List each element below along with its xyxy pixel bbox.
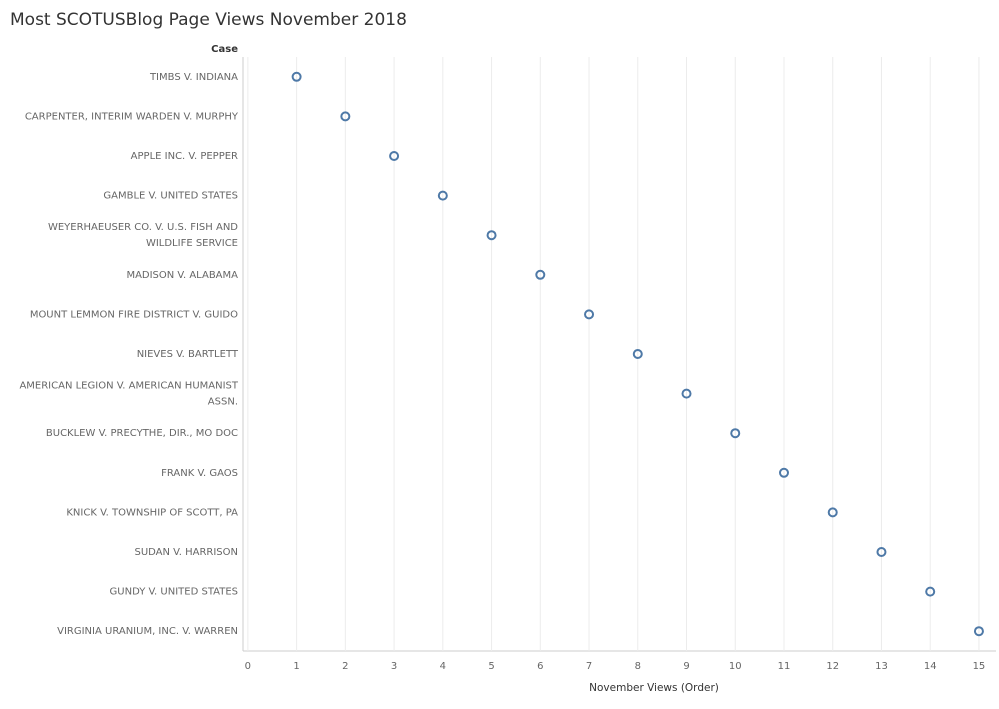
category-header: Case xyxy=(211,44,238,55)
category-label: WEYERHAEUSER CO. V. U.S. FISH AND WILDLIF… xyxy=(48,222,238,249)
dot xyxy=(973,626,984,637)
x-tick-label: 3 xyxy=(391,661,397,672)
category-label: KNICK V. TOWNSHIP OF SCOTT, PA xyxy=(66,507,238,518)
category-label: APPLE INC. V. PEPPER xyxy=(131,151,238,162)
dot xyxy=(437,190,448,201)
dot xyxy=(486,230,497,241)
dot xyxy=(827,507,838,518)
dot xyxy=(340,111,351,122)
category-label: TIMBS V. INDIANA xyxy=(149,72,238,83)
x-axis-label: November Views (Order) xyxy=(589,682,719,694)
x-tick-label: 14 xyxy=(924,661,937,672)
x-tick-label: 4 xyxy=(440,661,446,672)
category-label: GUNDY V. UNITED STATES xyxy=(110,587,238,598)
x-tick-label: 9 xyxy=(683,661,689,672)
category-label: SUDAN V. HARRISON xyxy=(134,547,238,558)
x-tick-label: 13 xyxy=(875,661,888,672)
dot xyxy=(632,349,643,359)
x-tick-label: 1 xyxy=(293,661,299,672)
chart-title: Most SCOTUSBlog Page Views November 2018 xyxy=(10,10,407,30)
category-label: NIEVES V. BARTLETT xyxy=(137,349,239,360)
dot xyxy=(291,71,302,82)
x-tick-label: 6 xyxy=(537,661,543,672)
dot xyxy=(681,388,692,399)
dot xyxy=(925,586,936,597)
x-tick-label: 8 xyxy=(635,661,641,672)
category-label: CARPENTER, INTERIM WARDEN V. MURPHY xyxy=(25,111,239,122)
x-tick-label: 7 xyxy=(586,661,592,672)
category-label: VIRGINIA URANIUM, INC. V. WARREN xyxy=(57,626,238,637)
x-tick-label: 15 xyxy=(973,661,986,672)
dot xyxy=(389,151,400,161)
x-tick-label: 10 xyxy=(729,661,742,672)
dot xyxy=(778,467,789,478)
category-label: GAMBLE V. UNITED STATES xyxy=(103,191,238,202)
dot xyxy=(584,309,595,320)
category-label: MOUNT LEMMON FIRE DISTRICT V. GUIDO xyxy=(30,309,238,320)
category-label: BUCKLEW V. PRECYTHE, DIR., MO DOC xyxy=(46,428,238,439)
x-tick-label: 11 xyxy=(778,661,791,672)
category-label: FRANK V. GAOS xyxy=(161,468,238,479)
x-tick-label: 0 xyxy=(245,661,251,672)
category-label: MADISON V. ALABAMA xyxy=(126,270,238,281)
category-label: AMERICAN LEGION V. AMERICAN HUMANIST ASSN… xyxy=(19,381,238,408)
x-tick-label: 2 xyxy=(342,661,348,672)
dot xyxy=(535,269,546,280)
x-tick-label: 12 xyxy=(826,661,839,672)
dot xyxy=(876,547,887,557)
x-tick-label: 5 xyxy=(488,661,494,672)
dot xyxy=(730,428,741,439)
